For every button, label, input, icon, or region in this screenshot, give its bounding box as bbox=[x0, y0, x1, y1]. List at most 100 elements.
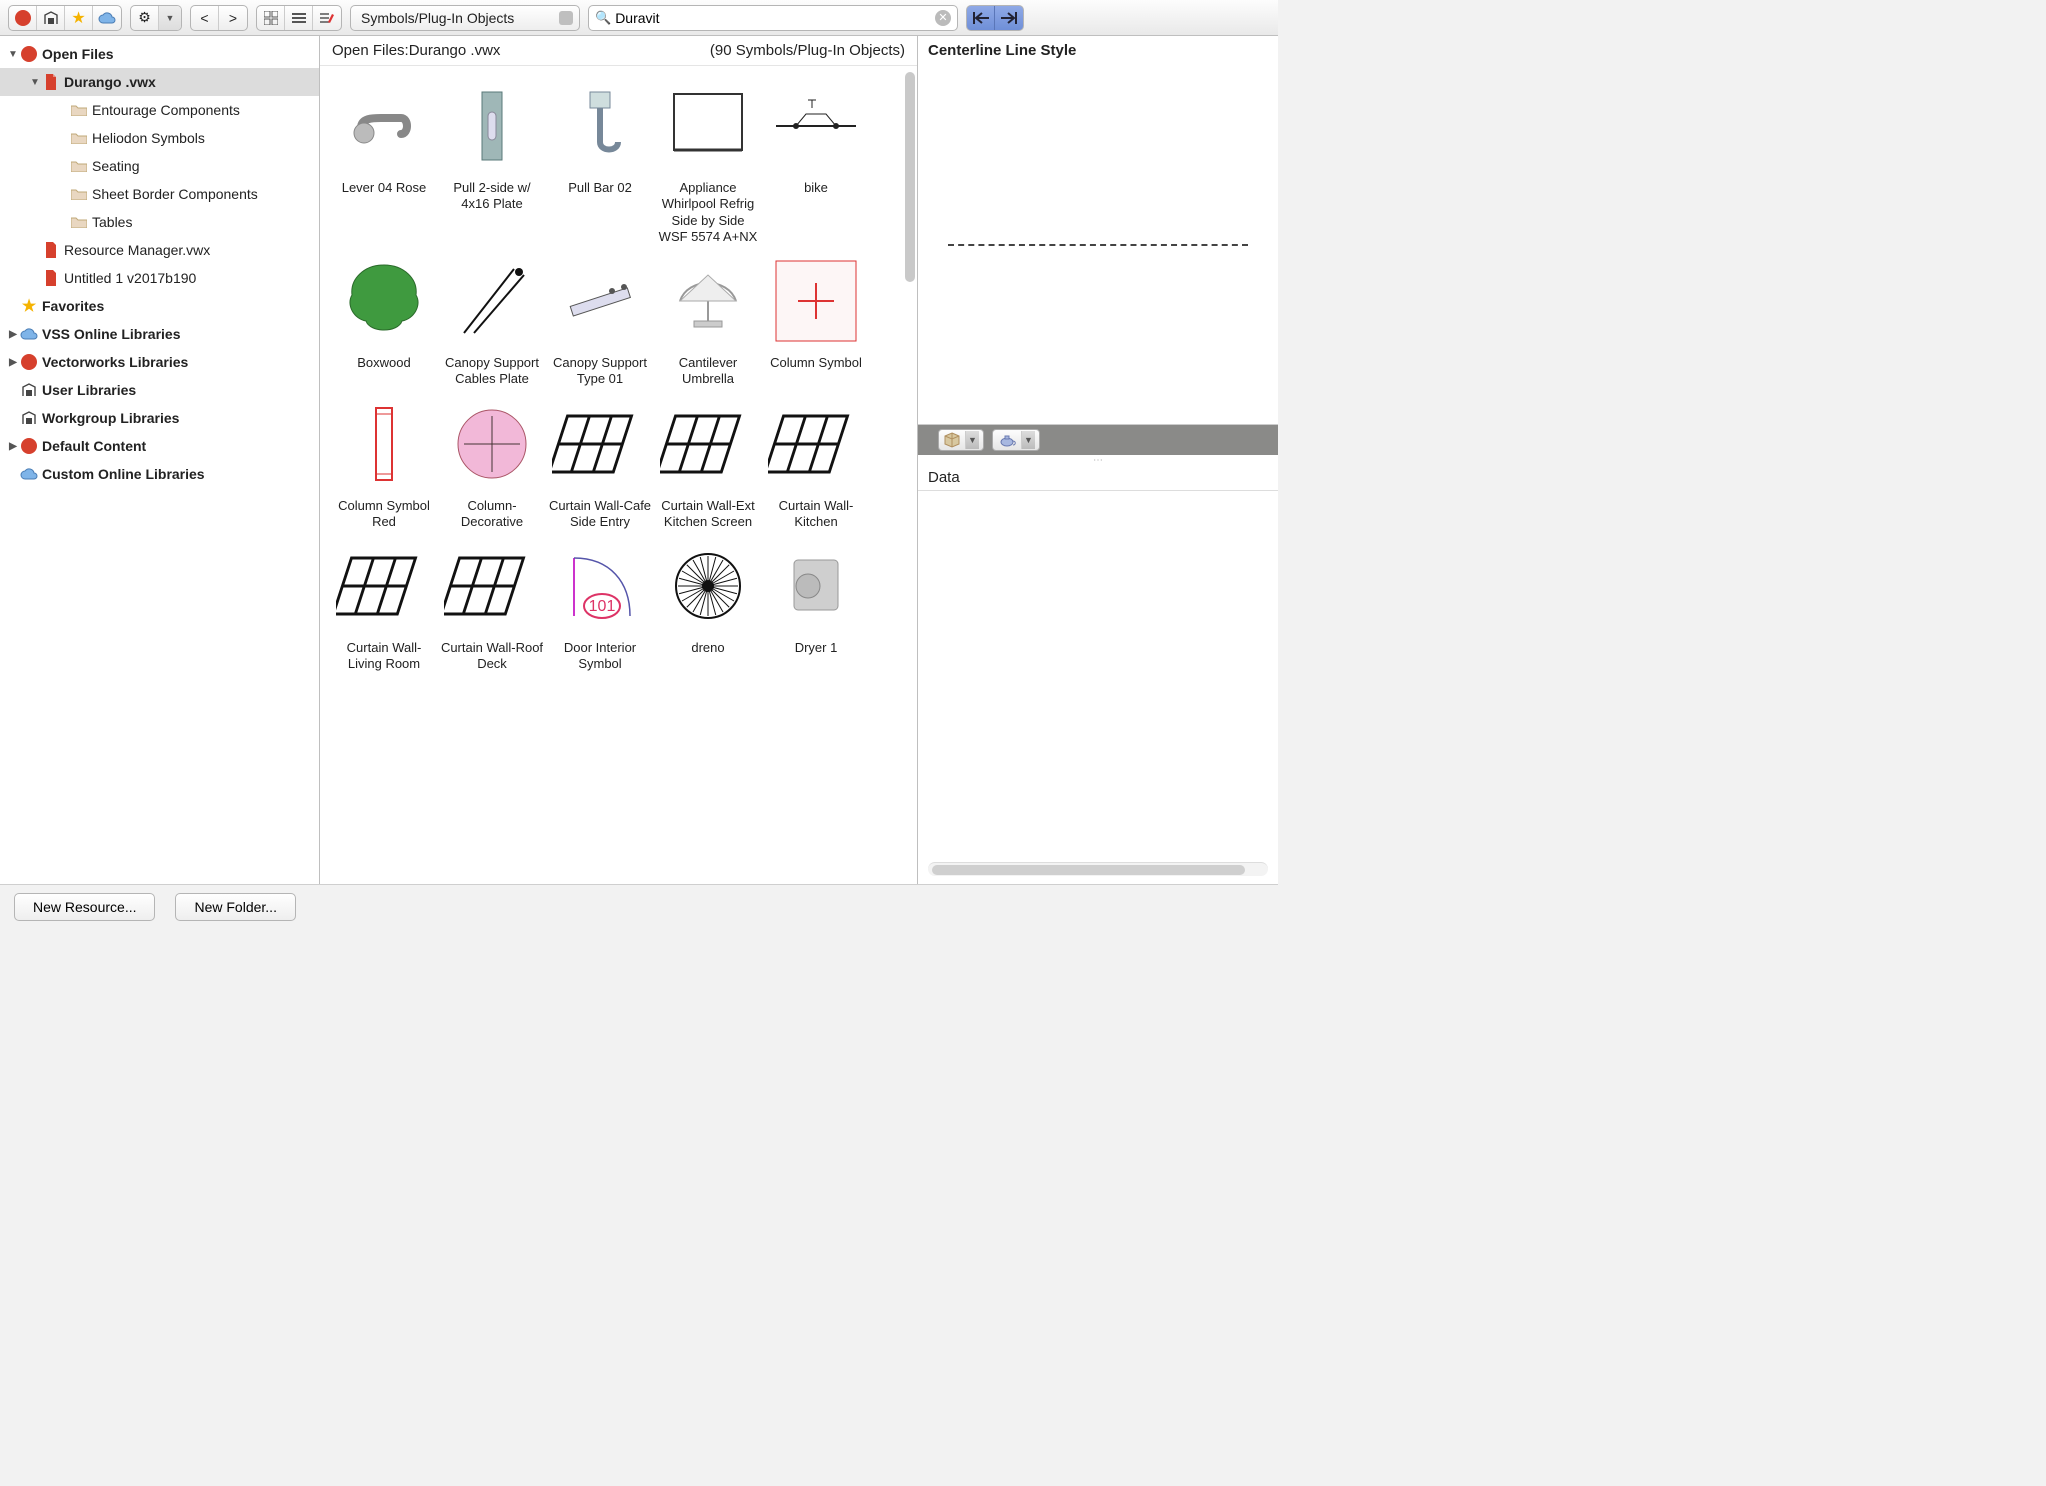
resource-item[interactable]: 101Door Interior Symbol bbox=[546, 536, 654, 673]
nav-forward-button[interactable]: > bbox=[219, 6, 247, 30]
sidebar-root[interactable]: Vectorworks Libraries bbox=[0, 348, 319, 376]
sidebar-folder[interactable]: Entourage Components bbox=[0, 96, 319, 124]
tab-star-icon[interactable]: ★ bbox=[65, 6, 93, 30]
sidebar-item-label: User Libraries bbox=[42, 382, 136, 398]
thumbnail bbox=[658, 251, 758, 351]
sidebar-folder[interactable]: Tables bbox=[0, 208, 319, 236]
resource-item[interactable]: Curtain Wall-Cafe Side Entry bbox=[546, 394, 654, 531]
thumbnail: 101 bbox=[550, 536, 650, 636]
folder-icon bbox=[70, 129, 88, 147]
sidebar-item-label: Custom Online Libraries bbox=[42, 466, 205, 482]
resource-item[interactable]: Curtain Wall-Roof Deck bbox=[438, 536, 546, 673]
sidebar-item-label: Default Content bbox=[42, 438, 146, 454]
sidebar-item-label: Durango .vwx bbox=[64, 74, 156, 90]
dock-right-button[interactable] bbox=[995, 6, 1023, 30]
sidebar-item-label: VSS Online Libraries bbox=[42, 326, 181, 342]
footer-bar: New Resource... New Folder... bbox=[0, 884, 1278, 928]
sidebar-file[interactable]: Untitled 1 v2017b190 bbox=[0, 264, 319, 292]
expand-icon[interactable] bbox=[28, 77, 42, 88]
resource-item[interactable]: Column-Decorative bbox=[438, 394, 546, 531]
sidebar-folder[interactable]: Sheet Border Components bbox=[0, 180, 319, 208]
new-resource-button[interactable]: New Resource... bbox=[14, 893, 155, 921]
sidebar-folder[interactable]: Heliodon Symbols bbox=[0, 124, 319, 152]
resource-grid-scroll[interactable]: Lever 04 Rose Pull 2-side w/ 4x16 Plate … bbox=[320, 66, 917, 884]
resource-item[interactable]: Cantilever Umbrella bbox=[654, 251, 762, 388]
resource-label: Column Symbol bbox=[770, 355, 862, 371]
sidebar-root[interactable]: VSS Online Libraries bbox=[0, 320, 319, 348]
resource-label: bike bbox=[804, 180, 828, 196]
sidebar-root[interactable]: Custom Online Libraries bbox=[0, 460, 319, 488]
view-edit-icon[interactable] bbox=[313, 6, 341, 30]
thumbnail bbox=[334, 536, 434, 636]
scrollbar[interactable] bbox=[905, 72, 915, 282]
resource-item[interactable]: Lever 04 Rose bbox=[330, 76, 438, 245]
doc-icon bbox=[42, 241, 60, 259]
splitter-handle[interactable]: ⋯ bbox=[918, 455, 1278, 465]
sidebar-active-file[interactable]: Durango .vwx bbox=[0, 68, 319, 96]
resource-label: Curtain Wall-Roof Deck bbox=[440, 640, 544, 673]
tab-lib-icon[interactable] bbox=[37, 6, 65, 30]
thumbnail bbox=[442, 251, 542, 351]
resource-item[interactable]: Pull Bar 02 bbox=[546, 76, 654, 245]
resource-label: Pull Bar 02 bbox=[568, 180, 632, 196]
chevron-down-icon[interactable]: ▼ bbox=[965, 431, 979, 449]
thumbnail bbox=[550, 394, 650, 494]
view-list-icon[interactable] bbox=[285, 6, 313, 30]
h-scrollbar[interactable] bbox=[928, 862, 1268, 876]
render-mode-1[interactable]: ▼ bbox=[938, 429, 984, 451]
breadcrumb: Open Files:Durango .vwx bbox=[332, 42, 500, 59]
thumbnail bbox=[550, 76, 650, 176]
resource-item[interactable]: dreno bbox=[654, 536, 762, 673]
render-mode-2[interactable]: ▼ bbox=[992, 429, 1040, 451]
resource-item[interactable]: Canopy Support Cables Plate bbox=[438, 251, 546, 388]
view-grid-icon[interactable] bbox=[257, 6, 285, 30]
resource-item[interactable]: Curtain Wall-Ext Kitchen Screen bbox=[654, 394, 762, 531]
thumbnail bbox=[658, 536, 758, 636]
expand-icon[interactable] bbox=[6, 441, 20, 452]
resource-item[interactable]: bike bbox=[762, 76, 870, 245]
expand-icon[interactable] bbox=[6, 329, 20, 340]
type-filter-select[interactable]: Symbols/Plug-In Objects bbox=[350, 5, 580, 31]
sidebar-root[interactable]: ★Favorites bbox=[0, 292, 319, 320]
resource-item[interactable]: Appliance Whirlpool Refrig Side by Side … bbox=[654, 76, 762, 245]
sidebar-root[interactable]: Default Content bbox=[0, 432, 319, 460]
resource-item[interactable]: Boxwood bbox=[330, 251, 438, 388]
tab-cloud-icon[interactable] bbox=[93, 6, 121, 30]
resource-item[interactable]: Curtain Wall-Kitchen bbox=[762, 394, 870, 531]
settings-dropdown-icon[interactable]: ▼ bbox=[159, 6, 181, 30]
sidebar-item-label: Entourage Components bbox=[92, 102, 240, 118]
resource-item[interactable]: Column Symbol Red bbox=[330, 394, 438, 531]
nav-back-button[interactable]: < bbox=[191, 6, 219, 30]
resource-item[interactable]: Pull 2-side w/ 4x16 Plate bbox=[438, 76, 546, 245]
sidebar-item-label: Seating bbox=[92, 158, 139, 174]
resource-label: Lever 04 Rose bbox=[342, 180, 427, 196]
gear-icon[interactable]: ⚙ bbox=[131, 6, 159, 30]
doc-icon bbox=[42, 73, 60, 91]
sidebar-file[interactable]: Resource Manager.vwx bbox=[0, 236, 319, 264]
resource-label: Canopy Support Cables Plate bbox=[440, 355, 544, 388]
expand-icon[interactable] bbox=[6, 49, 20, 60]
clear-search-icon[interactable]: ✕ bbox=[935, 10, 951, 26]
thumbnail bbox=[766, 76, 866, 176]
folder-icon bbox=[70, 213, 88, 231]
expand-icon[interactable] bbox=[6, 357, 20, 368]
resource-item[interactable]: Canopy Support Type 01 bbox=[546, 251, 654, 388]
resource-item[interactable]: Column Symbol bbox=[762, 251, 870, 388]
sidebar-root[interactable]: Workgroup Libraries bbox=[0, 404, 319, 432]
sidebar-item-label: Favorites bbox=[42, 298, 104, 314]
tab-vw-icon[interactable] bbox=[9, 6, 37, 30]
resource-item[interactable]: Dryer 1 bbox=[762, 536, 870, 673]
sidebar-folder[interactable]: Seating bbox=[0, 152, 319, 180]
thumbnail bbox=[658, 394, 758, 494]
sidebar-root[interactable]: User Libraries bbox=[0, 376, 319, 404]
chevron-down-icon[interactable]: ▼ bbox=[1021, 431, 1035, 449]
search-input[interactable] bbox=[615, 10, 935, 26]
new-folder-button[interactable]: New Folder... bbox=[175, 893, 295, 921]
type-filter-label: Symbols/Plug-In Objects bbox=[361, 10, 514, 26]
data-body bbox=[918, 491, 1278, 862]
star-icon: ★ bbox=[20, 297, 38, 315]
sidebar-openfiles[interactable]: Open Files bbox=[0, 40, 319, 68]
search-field[interactable]: 🔍 ✕ bbox=[588, 5, 958, 31]
dock-left-button[interactable] bbox=[967, 6, 995, 30]
resource-item[interactable]: Curtain Wall-Living Room bbox=[330, 536, 438, 673]
